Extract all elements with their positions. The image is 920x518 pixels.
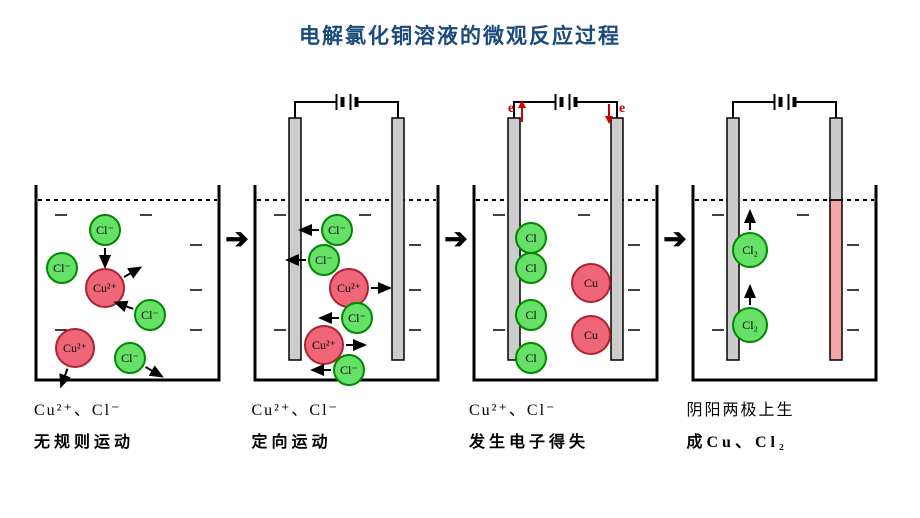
caption-1-line1: Cu²⁺、Cl⁻ xyxy=(34,395,248,427)
caption-2-line1: Cu²⁺、Cl⁻ xyxy=(252,395,466,427)
svg-text:e: e xyxy=(619,101,625,116)
caption-4-line2: 成Cu、Cl₂ xyxy=(687,427,901,459)
caption-4-line1: 阴阳两极上生 xyxy=(687,395,901,427)
caption-1-line2: 无规则运动 xyxy=(34,427,248,459)
svg-text:Cl₂: Cl₂ xyxy=(742,243,758,257)
svg-text:Cl₂: Cl₂ xyxy=(742,318,758,332)
svg-text:Cl⁻: Cl⁻ xyxy=(141,308,159,322)
stage-3: e e Cl Cl Cu Cl Cu Cl xyxy=(468,90,663,390)
stage-2: Cl⁻ Cl⁻ Cu²⁺ Cl⁻ Cu²⁺ Cl⁻ xyxy=(249,90,444,390)
svg-text:Cl⁻: Cl⁻ xyxy=(121,351,139,365)
svg-text:Cl⁻: Cl⁻ xyxy=(348,311,366,325)
svg-text:Cl⁻: Cl⁻ xyxy=(340,363,358,377)
caption-3: Cu²⁺、Cl⁻ 发生电子得失 xyxy=(465,395,683,459)
svg-text:Cl⁻: Cl⁻ xyxy=(53,261,71,275)
svg-text:Cl⁻: Cl⁻ xyxy=(328,223,346,237)
svg-text:Cu²⁺: Cu²⁺ xyxy=(63,341,87,355)
arrow-3-4: ➔ xyxy=(663,226,687,254)
svg-text:Cl: Cl xyxy=(525,351,537,365)
caption-3-line2: 发生电子得失 xyxy=(469,427,683,459)
arrow-1-2: ➔ xyxy=(225,226,249,254)
svg-text:Cu²⁺: Cu²⁺ xyxy=(93,281,117,295)
svg-text:Cu: Cu xyxy=(584,276,598,290)
diagram-title: 电解氯化铜溶液的微观反应过程 xyxy=(0,20,920,50)
captions-row: Cu²⁺、Cl⁻ 无规则运动 Cu²⁺、Cl⁻ 定向运动 Cu²⁺、Cl⁻ 发生… xyxy=(30,395,900,459)
svg-text:Cu²⁺: Cu²⁺ xyxy=(312,338,336,352)
stage-1: Cl⁻ Cl⁻ Cu²⁺ Cl⁻ Cu²⁺ Cl⁻ xyxy=(30,90,225,390)
svg-text:Cl: Cl xyxy=(525,261,537,275)
caption-3-line1: Cu²⁺、Cl⁻ xyxy=(469,395,683,427)
svg-text:Cl⁻: Cl⁻ xyxy=(315,253,333,267)
caption-4: 阴阳两极上生 成Cu、Cl₂ xyxy=(683,395,901,459)
caption-2-line2: 定向运动 xyxy=(252,427,466,459)
svg-text:Cl⁻: Cl⁻ xyxy=(96,223,114,237)
caption-2: Cu²⁺、Cl⁻ 定向运动 xyxy=(248,395,466,459)
svg-text:Cu²⁺: Cu²⁺ xyxy=(337,281,361,295)
caption-1: Cu²⁺、Cl⁻ 无规则运动 xyxy=(30,395,248,459)
stage-4: Cl₂ Cl₂ xyxy=(687,90,882,390)
svg-text:Cl: Cl xyxy=(525,231,537,245)
stages-row: Cl⁻ Cl⁻ Cu²⁺ Cl⁻ Cu²⁺ Cl⁻ ➔ Cl⁻ Cl⁻ Cu²⁺ Cl⁻ Cu²⁺… xyxy=(30,70,900,410)
svg-text:Cl: Cl xyxy=(525,308,537,322)
svg-text:Cu: Cu xyxy=(584,328,598,342)
arrow-2-3: ➔ xyxy=(444,226,468,254)
svg-text:e: e xyxy=(508,101,514,116)
